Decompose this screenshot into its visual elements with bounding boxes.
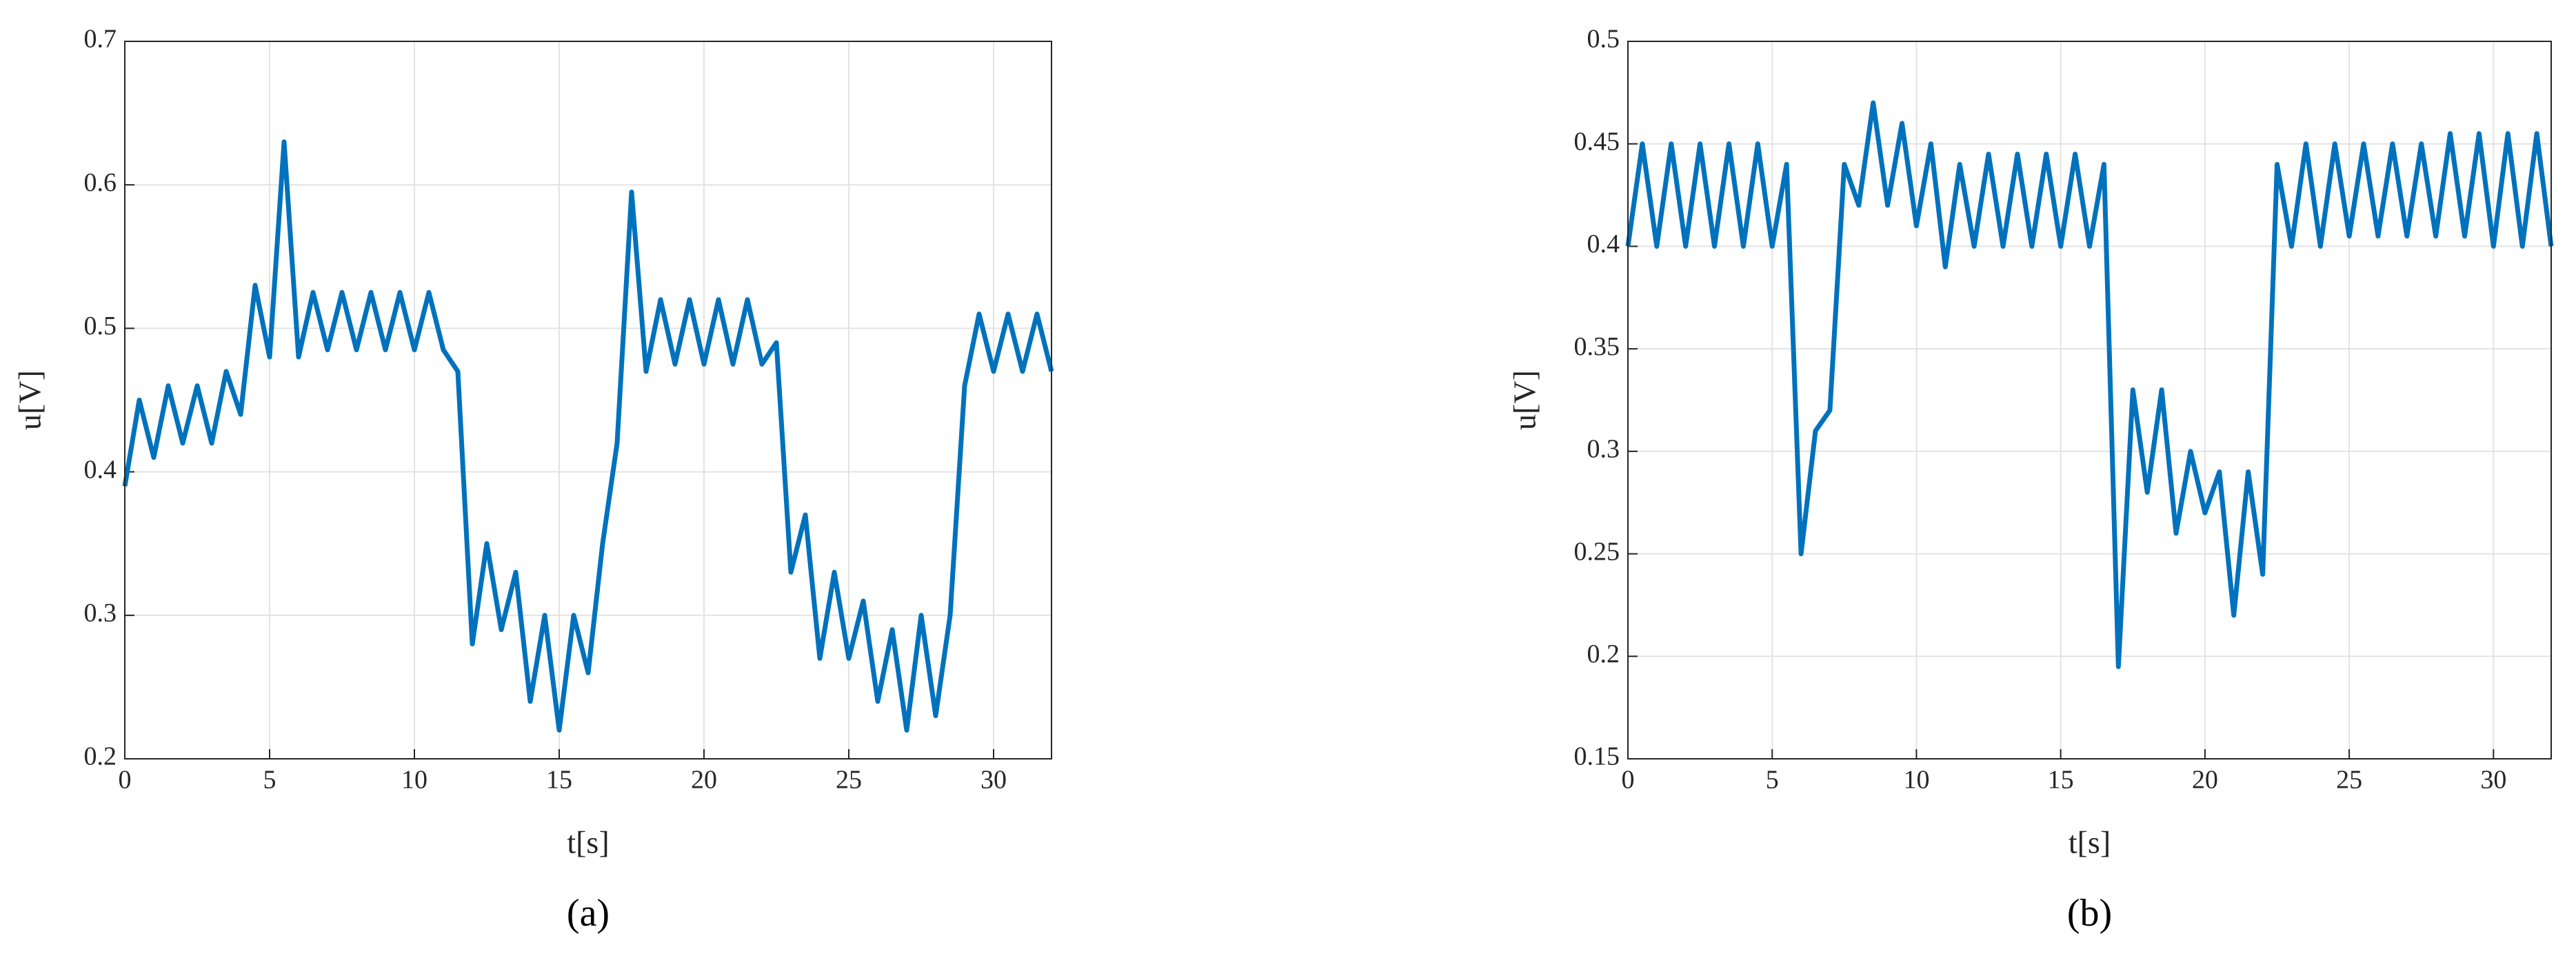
y-tick-label: 0.4	[1587, 230, 1620, 258]
x-tick-label: 20	[691, 766, 717, 795]
x-axis-label: t[s]	[567, 825, 609, 860]
x-tick-label: 25	[2336, 766, 2362, 795]
x-tick-label: 5	[263, 766, 276, 795]
y-tick-label: 0.35	[1574, 332, 1620, 361]
caption: (b)	[2067, 892, 2112, 935]
x-tick-label: 30	[2480, 766, 2506, 795]
y-tick-label: 0.45	[1574, 127, 1620, 156]
y-tick-label: 0.15	[1574, 742, 1620, 771]
x-tick-label: 5	[1766, 766, 1779, 795]
x-tick-label: 25	[836, 766, 862, 795]
x-tick-label: 30	[980, 766, 1007, 795]
plot-area	[1628, 41, 2551, 759]
y-tick-label: 0.3	[1587, 435, 1620, 464]
plot-area	[125, 41, 1051, 759]
y-tick-label: 0.5	[1587, 25, 1620, 54]
y-tick-label: 0.3	[84, 599, 117, 628]
x-tick-label: 0	[1622, 766, 1635, 795]
y-tick-label: 0.6	[84, 168, 117, 197]
y-tick-label: 0.4	[84, 455, 117, 484]
x-tick-label: 15	[546, 766, 572, 795]
x-tick-label: 10	[401, 766, 427, 795]
x-tick-label: 20	[2192, 766, 2218, 795]
axes-box	[124, 41, 1052, 760]
axes-box	[1627, 41, 2552, 760]
y-axis-label: u[V]	[12, 370, 48, 430]
data-line	[1625, 100, 2554, 669]
caption: (a)	[567, 892, 610, 935]
x-tick-label: 10	[1903, 766, 1929, 795]
y-tick-label: 0.5	[84, 312, 117, 340]
y-axis-label: u[V]	[1507, 370, 1542, 430]
x-tick-label: 15	[2048, 766, 2074, 795]
y-tick-label: 0.7	[84, 25, 117, 54]
x-axis-label: t[s]	[2069, 825, 2111, 860]
y-tick-label: 0.2	[1587, 640, 1620, 669]
y-tick-label: 0.25	[1574, 537, 1620, 566]
x-tick-label: 0	[119, 766, 132, 795]
data-line	[122, 139, 1054, 733]
y-tick-label: 0.2	[84, 742, 117, 771]
